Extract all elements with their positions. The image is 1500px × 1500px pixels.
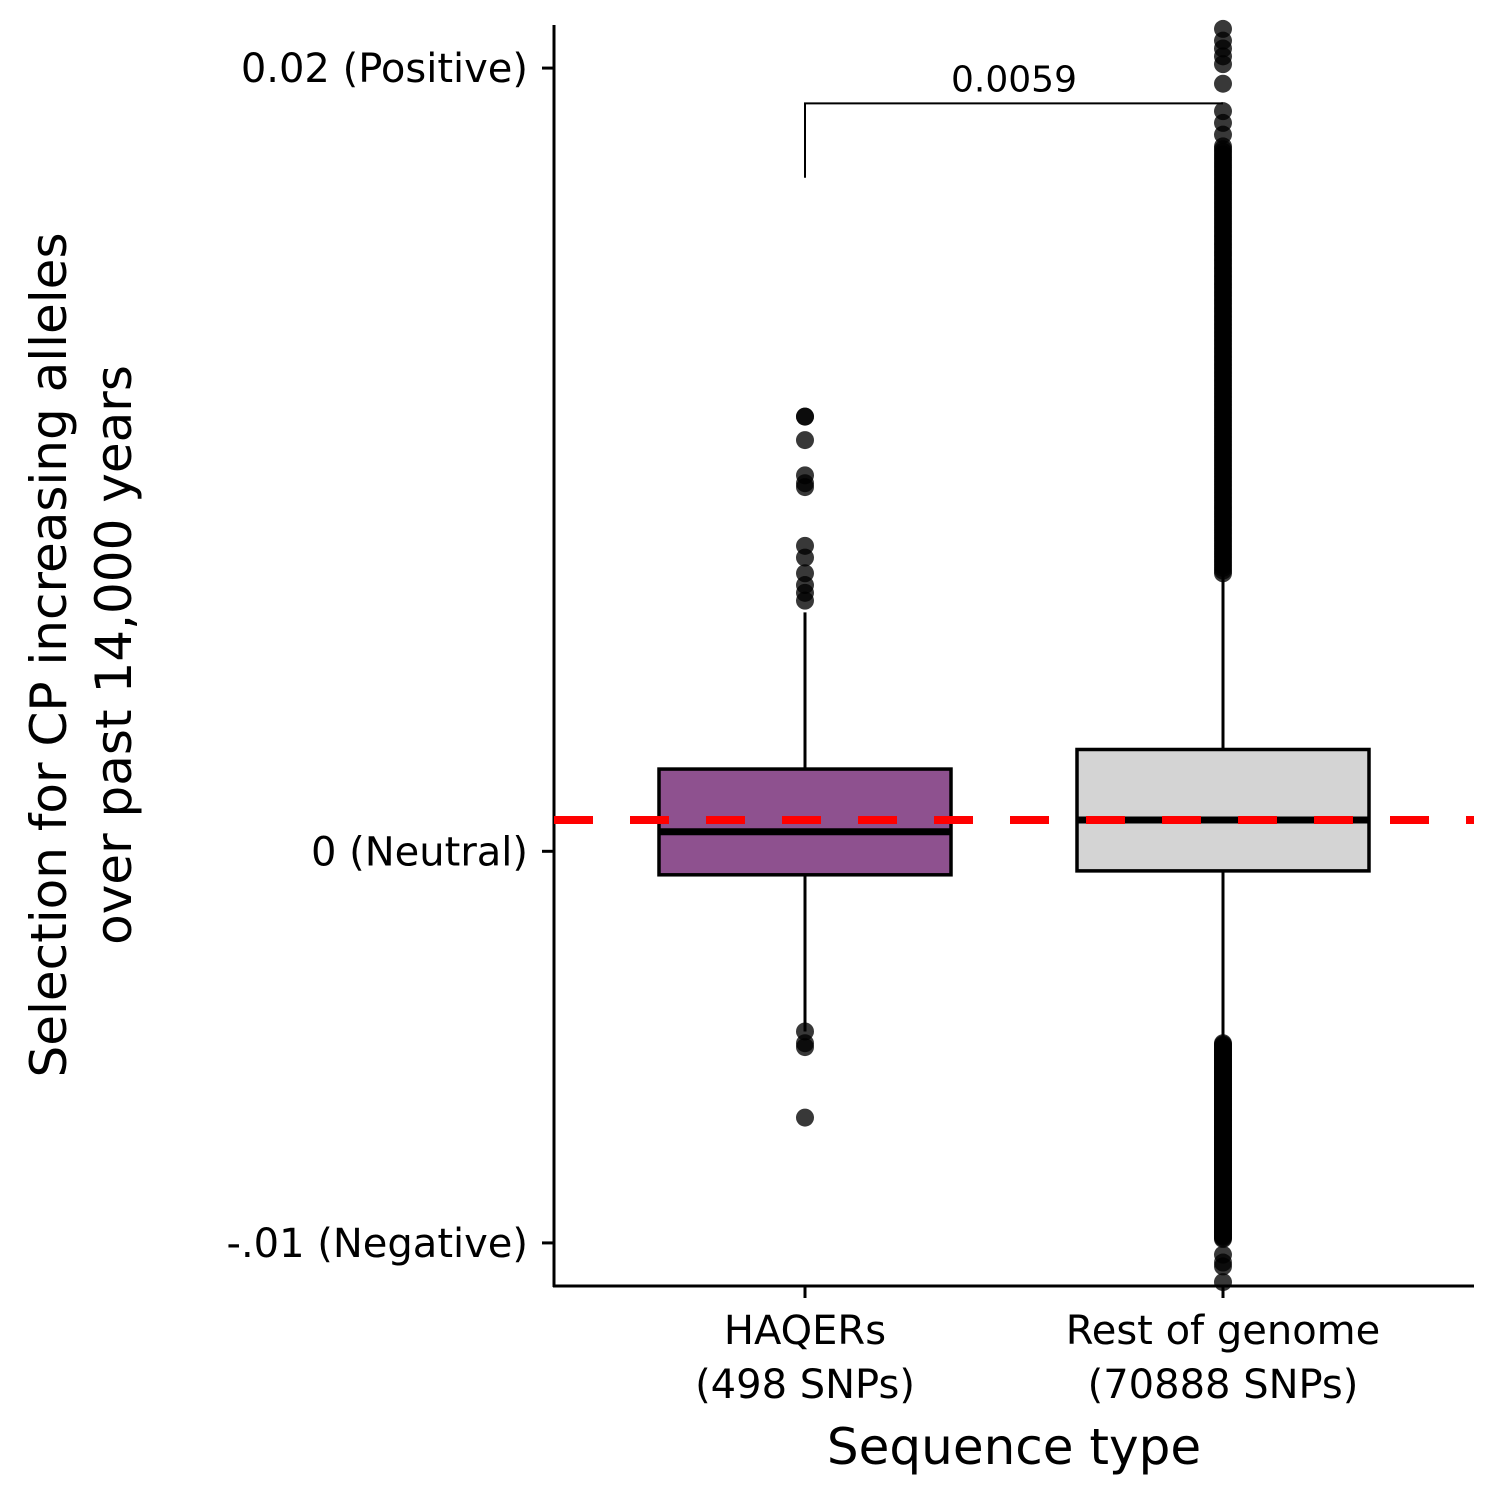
outlier-point [1214, 55, 1232, 74]
box-group-1 [1075, 19, 1371, 1292]
outlier-point [796, 591, 814, 610]
outlier-point [1214, 74, 1232, 93]
outlier-point [1214, 1273, 1232, 1292]
x-tick-label-1-0: Rest of genome [1066, 1308, 1381, 1354]
outlier-points [796, 407, 814, 1127]
outlier-point [1214, 1257, 1232, 1276]
box-iqr [1075, 747, 1371, 873]
y-tick-label-1: 0 (Neutral) [311, 829, 528, 875]
outlier-point [796, 1108, 814, 1127]
significance-bracket [804, 102, 1223, 178]
outlier-point [796, 431, 814, 450]
outlier-point [796, 548, 814, 567]
y-tick-label-0: 0.02 (Positive) [241, 46, 528, 92]
outlier-points [1214, 19, 1232, 1292]
y-axis-title-line-1: Selection for CP increasing alleles [20, 233, 78, 1078]
y-axis-title-line-2: over past 14,000 years [85, 365, 143, 945]
x-axis-title: Sequence type [827, 1418, 1201, 1476]
box-group-0 [657, 407, 953, 1127]
plot-area: 0.02 (Positive) 0 (Neutral) -.01 (Negative… [227, 19, 1474, 1408]
y-tick-label-2: -.01 (Negative) [227, 1221, 528, 1267]
outlier-point [1214, 1034, 1232, 1053]
outlier-point [1214, 137, 1232, 156]
x-tick-label-0-1: (498 SNPs) [695, 1362, 915, 1408]
x-tick-label-0-0: HAQERs [724, 1308, 886, 1354]
outlier-point [796, 478, 814, 497]
y-axis-title: Selection for CP increasing alleles over… [20, 233, 143, 1078]
x-tick-label-1-1: (70888 SNPs) [1088, 1362, 1359, 1408]
p-value-label: 0.0059 [951, 59, 1077, 100]
outlier-point [796, 1038, 814, 1057]
outlier-point [796, 407, 814, 426]
